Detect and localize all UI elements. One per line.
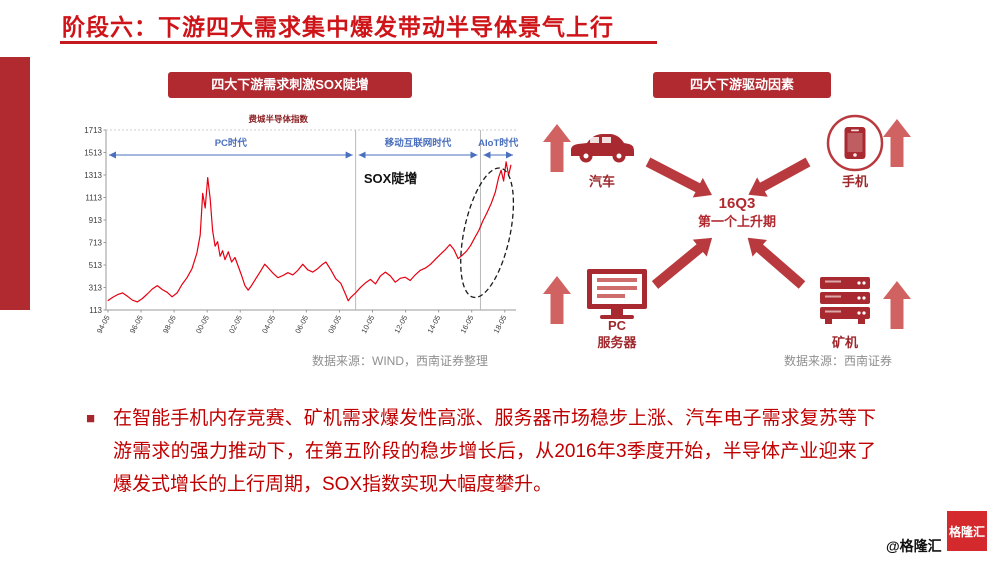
left-accent-bar — [0, 57, 30, 310]
left-chart-badge: 四大下游需求刺激SOX陡增 — [168, 72, 412, 98]
svg-text:14-05: 14-05 — [425, 314, 442, 335]
right-data-source: 数据来源：西南证券 — [784, 354, 893, 368]
gelonghui-logo: 格隆汇 — [947, 511, 987, 551]
miner-label: 矿机 — [832, 335, 858, 350]
svg-text:04-05: 04-05 — [260, 314, 277, 335]
svg-text:96-05: 96-05 — [128, 314, 145, 335]
title-underline — [60, 41, 657, 44]
sox-line-chart: 113 313 513 713 913 1113 1313 1513 1713 94-05 96-0… — [84, 114, 519, 335]
smartphone-label: 手机 — [842, 174, 868, 189]
phone-up-arrow — [883, 119, 911, 167]
watermark-text: @格隆汇 — [886, 538, 942, 554]
drivers-diagram: 汽车 手机 PC 服务器 矿机 16Q3 第一个上升期 — [543, 114, 911, 350]
miner-to-center-arrow — [747, 237, 806, 289]
svg-text:513: 513 — [89, 261, 103, 270]
svg-text:98-05: 98-05 — [161, 314, 178, 335]
bullet-marker: ■ — [86, 410, 96, 427]
svg-text:1513: 1513 — [84, 149, 102, 158]
car-up-arrow — [543, 124, 571, 172]
svg-text:113: 113 — [89, 306, 102, 315]
svg-text:94-05: 94-05 — [95, 314, 112, 335]
pc-label: PC — [608, 318, 627, 333]
car-label: 汽车 — [589, 174, 615, 189]
server-label: 服务器 — [597, 335, 637, 350]
svg-text:00-05: 00-05 — [194, 314, 211, 335]
center-label-first-upcycle: 第一个上升期 — [698, 214, 776, 229]
phone-to-center-arrow — [748, 157, 811, 197]
svg-text:02-05: 02-05 — [227, 314, 244, 335]
svg-text:移动互联网时代: 移动互联网时代 — [385, 137, 452, 149]
svg-text:12-05: 12-05 — [392, 314, 409, 335]
svg-text:SOX陡增: SOX陡增 — [364, 171, 417, 186]
svg-text:913: 913 — [89, 216, 103, 225]
svg-text:费城半导体指数: 费城半导体指数 — [248, 114, 308, 124]
summary-text: 在智能手机内存竞赛、矿机需求爆发性高涨、服务器市场稳步上涨、汽车电子需求复苏等下… — [113, 408, 876, 495]
pc-server-icon — [587, 269, 647, 319]
svg-text:10-05: 10-05 — [359, 314, 376, 335]
car-icon — [571, 134, 634, 163]
center-label-16q3: 16Q3 — [719, 195, 756, 212]
mining-rig-icon — [820, 277, 870, 324]
slide-title: 阶段六：下游四大需求集中爆发带动半导体景气上行 — [62, 14, 614, 40]
svg-text:16-05: 16-05 — [459, 314, 476, 335]
svg-text:AIoT时代: AIoT时代 — [478, 137, 519, 149]
svg-text:313: 313 — [89, 284, 103, 293]
pc-to-center-arrow — [651, 237, 713, 289]
svg-text:1313: 1313 — [84, 171, 102, 180]
summary-block: ■ 在智能手机内存竞赛、矿机需求爆发性高涨、服务器市场稳步上涨、汽车电子需求复苏… — [86, 402, 876, 501]
gelonghui-logo-text: 格隆汇 — [948, 524, 985, 539]
svg-text:1113: 1113 — [85, 194, 102, 203]
svg-text:06-05: 06-05 — [293, 314, 310, 335]
svg-text:PC时代: PC时代 — [215, 137, 248, 149]
car-to-center-arrow — [645, 157, 712, 198]
svg-text:713: 713 — [89, 239, 103, 248]
left-data-source: 数据来源：WIND，西南证券整理 — [312, 354, 488, 368]
smartphone-icon — [826, 114, 884, 172]
svg-text:1713: 1713 — [84, 126, 102, 135]
pc-up-arrow — [543, 276, 571, 324]
right-diagram-badge: 四大下游驱动因素 — [653, 72, 831, 98]
svg-text:18-05: 18-05 — [492, 314, 509, 335]
svg-text:08-05: 08-05 — [326, 314, 343, 335]
miner-up-arrow — [883, 281, 911, 329]
